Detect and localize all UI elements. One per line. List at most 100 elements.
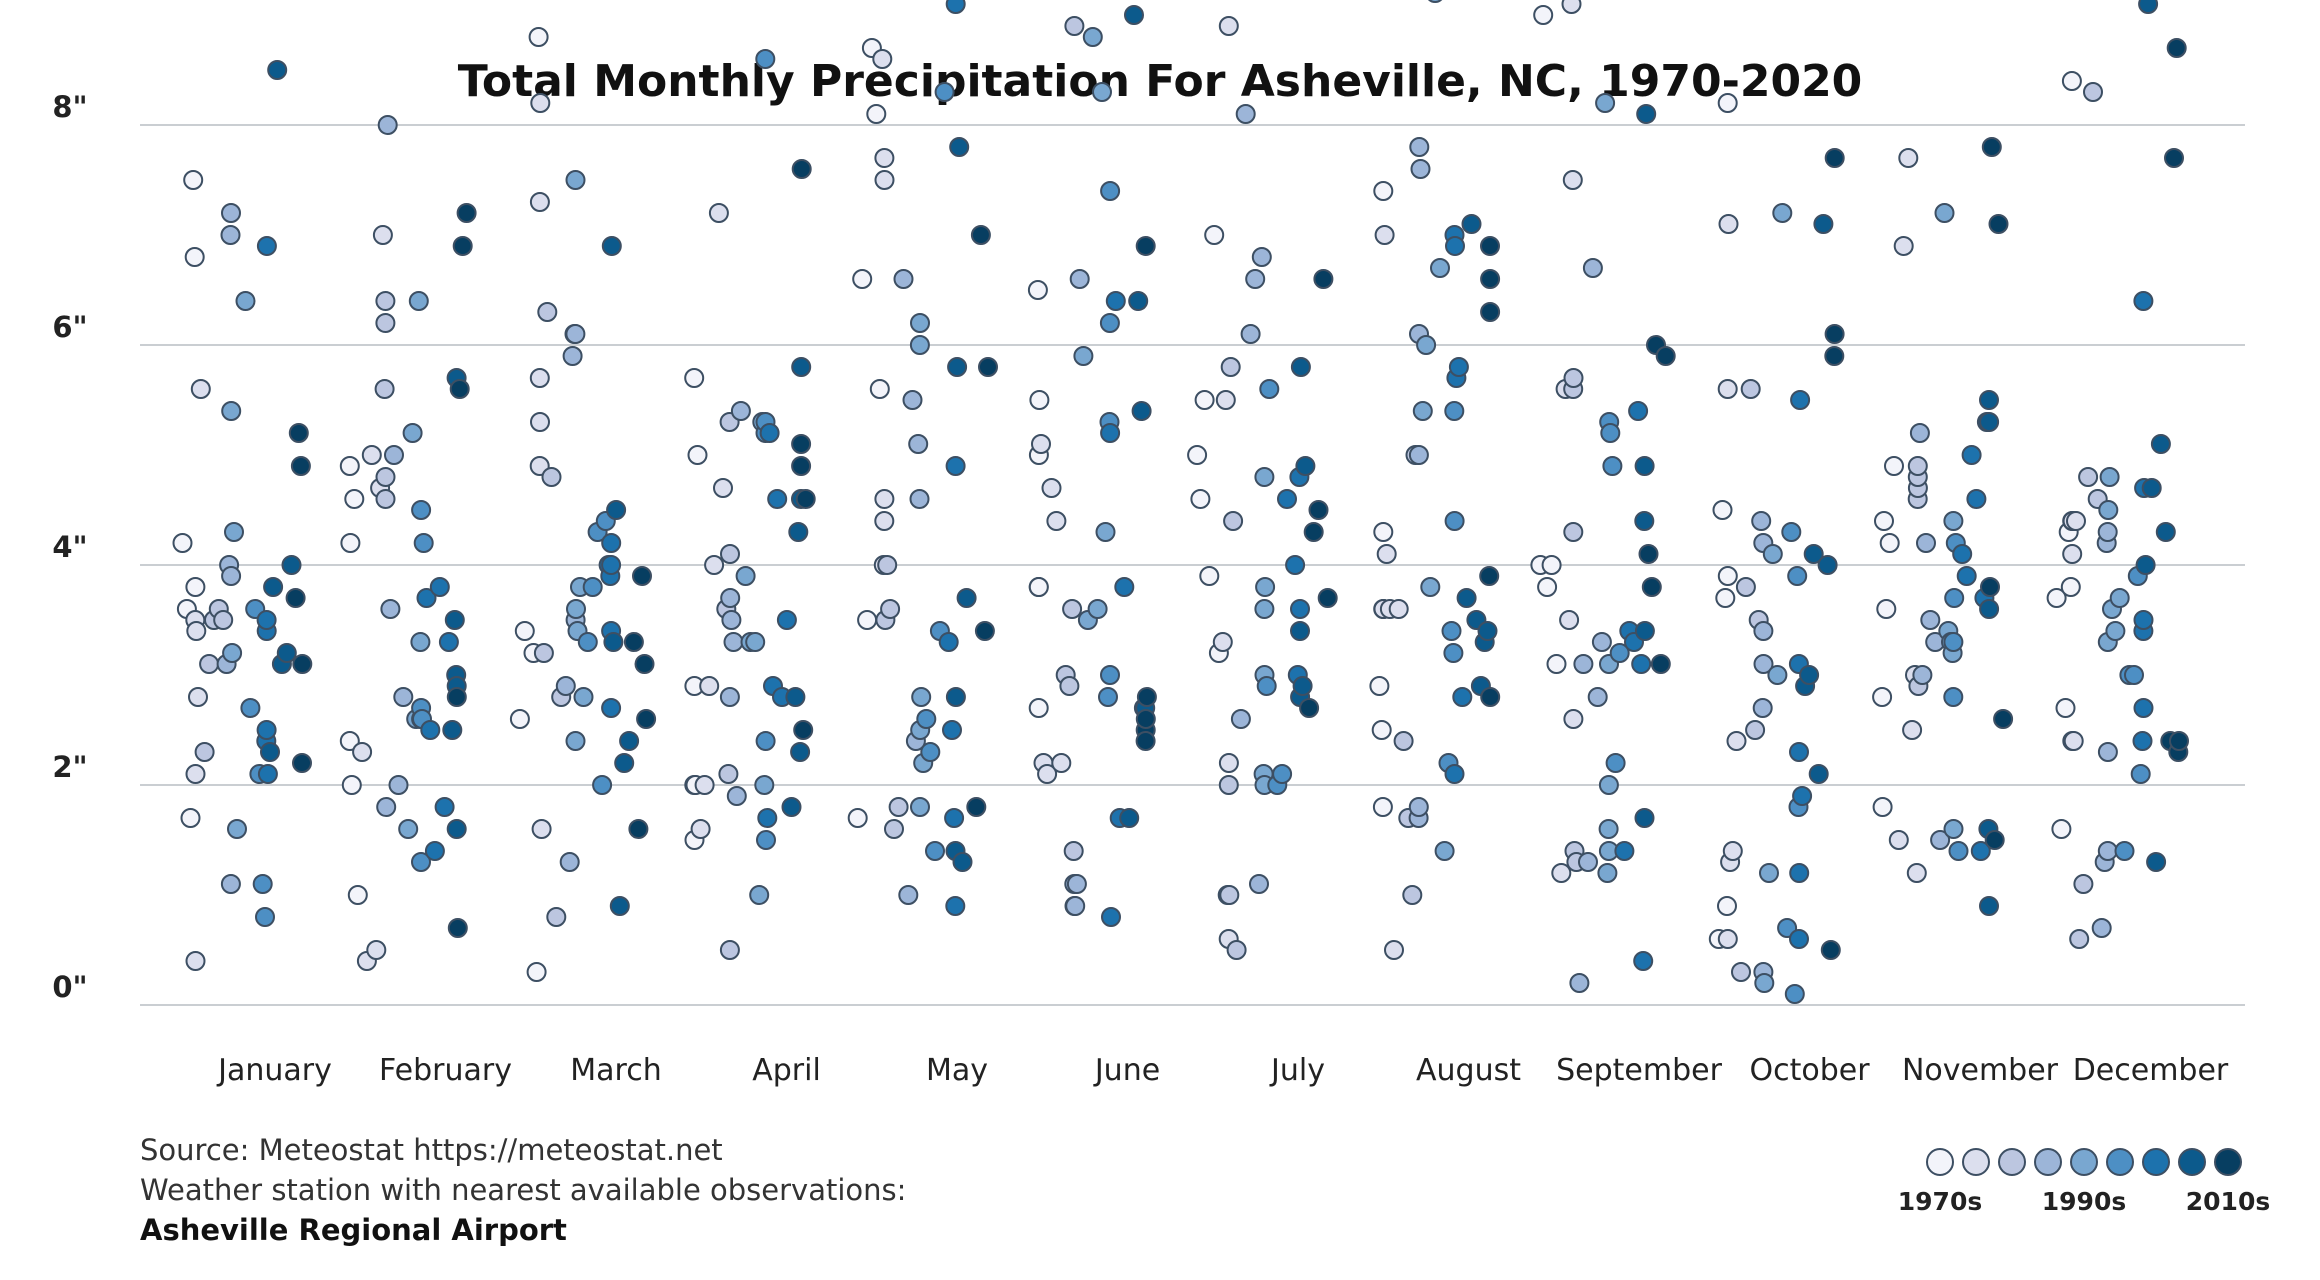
point-june-4: [1028, 577, 1049, 597]
legend-swatch-0: [1926, 1148, 1954, 1176]
point-november-37: [1966, 489, 1987, 509]
point-january-42: [267, 60, 288, 80]
point-march-28: [573, 687, 594, 707]
point-july-1: [1190, 489, 1211, 509]
point-november-47: [1981, 137, 2002, 157]
y-tick-label: 0": [52, 970, 87, 1004]
point-april-21: [726, 786, 747, 806]
point-december-20: [2097, 522, 2118, 542]
point-december-45: [2155, 522, 2176, 542]
point-january-9: [186, 621, 207, 641]
point-august-48: [1480, 687, 1501, 707]
point-january-44: [276, 643, 297, 663]
point-february-3: [341, 775, 362, 795]
point-june-31: [1100, 665, 1120, 685]
point-december-36: [2133, 698, 2154, 718]
x-tick-label-june: June: [1093, 1053, 1160, 1088]
point-january-6: [185, 764, 206, 784]
point-august-2: [1372, 797, 1393, 817]
point-november-2: [1874, 511, 1894, 531]
x-tick-label-september: September: [1556, 1053, 1722, 1088]
point-february-0: [339, 456, 360, 476]
point-january-25: [224, 522, 244, 542]
point-may-1: [852, 269, 873, 289]
point-june-6: [1031, 434, 1051, 454]
point-march-12: [533, 643, 554, 663]
point-january-19: [220, 225, 241, 245]
point-october-27: [1767, 665, 1788, 685]
point-august-22: [1410, 159, 1431, 179]
legend-swatch-1: [1962, 1148, 1990, 1176]
point-september-14: [1563, 368, 1584, 388]
point-april-35: [759, 423, 780, 443]
point-september-43: [1634, 808, 1655, 828]
point-june-1: [1028, 698, 1049, 718]
point-february-34: [416, 588, 437, 608]
point-may-6: [872, 49, 893, 69]
legend-swatch-5: [2106, 1148, 2134, 1176]
point-november-23: [1934, 203, 1955, 223]
legend-label-1970s: 1970s: [1898, 1187, 1982, 1216]
point-november-48: [1984, 830, 2005, 850]
gridlines: [140, 124, 2245, 1006]
point-july-0: [1187, 445, 1208, 465]
point-may-29: [916, 709, 937, 729]
point-july-30: [1259, 379, 1280, 399]
point-march-11: [531, 819, 552, 839]
point-january-50: [292, 654, 313, 674]
point-january-38: [256, 236, 277, 256]
point-october-12: [1731, 962, 1751, 982]
y-tick-label: 8": [52, 90, 87, 124]
point-april-7: [694, 775, 715, 795]
point-february-15: [375, 313, 396, 333]
point-october-5: [1717, 566, 1738, 586]
point-september-25: [1598, 819, 1619, 839]
point-february-39: [438, 632, 459, 652]
point-december-29: [2114, 841, 2135, 861]
point-july-4: [1204, 225, 1225, 245]
point-august-1: [1371, 720, 1392, 740]
point-may-42: [947, 357, 968, 377]
point-july-39: [1290, 599, 1310, 619]
point-august-26: [1427, 0, 1443, 3]
point-august-41: [1461, 214, 1482, 234]
point-may-38: [945, 0, 966, 14]
point-october-43: [1808, 764, 1829, 784]
point-december-25: [2099, 467, 2120, 487]
point-september-49: [1650, 654, 1671, 674]
point-march-29: [577, 632, 598, 652]
point-december-5: [2061, 71, 2082, 91]
point-september-41: [1634, 456, 1655, 476]
point-october-11: [1726, 731, 1747, 751]
point-october-48: [1824, 346, 1845, 366]
legend-label-2010s: 2010s: [2186, 1187, 2270, 1216]
point-april-29: [755, 49, 776, 69]
point-february-40: [442, 720, 463, 740]
point-january-2: [180, 808, 201, 828]
data-points: [172, 0, 2189, 1004]
point-december-4: [2060, 577, 2081, 597]
point-july-43: [1290, 357, 1311, 377]
point-january-20: [221, 203, 241, 223]
point-march-8: [529, 192, 550, 212]
point-january-33: [255, 907, 275, 927]
point-september-22: [1591, 632, 1612, 652]
point-november-1: [1872, 797, 1893, 817]
point-may-47: [966, 797, 987, 817]
point-december-12: [2069, 929, 2090, 949]
station-note: Weather station with nearest available o…: [140, 1173, 906, 1207]
point-june-49: [1135, 709, 1156, 729]
point-may-10: [874, 511, 895, 531]
point-july-34: [1277, 489, 1297, 509]
point-june-27: [1092, 82, 1112, 102]
point-june-33: [1099, 313, 1120, 333]
point-september-20: [1582, 258, 1603, 278]
point-july-14: [1220, 357, 1241, 377]
point-december-33: [2130, 764, 2151, 784]
point-december-38: [2133, 610, 2154, 630]
point-april-48: [791, 159, 812, 179]
point-september-33: [1609, 643, 1630, 663]
point-february-38: [434, 797, 455, 817]
point-december-48: [2166, 38, 2187, 58]
point-april-33: [756, 830, 776, 850]
